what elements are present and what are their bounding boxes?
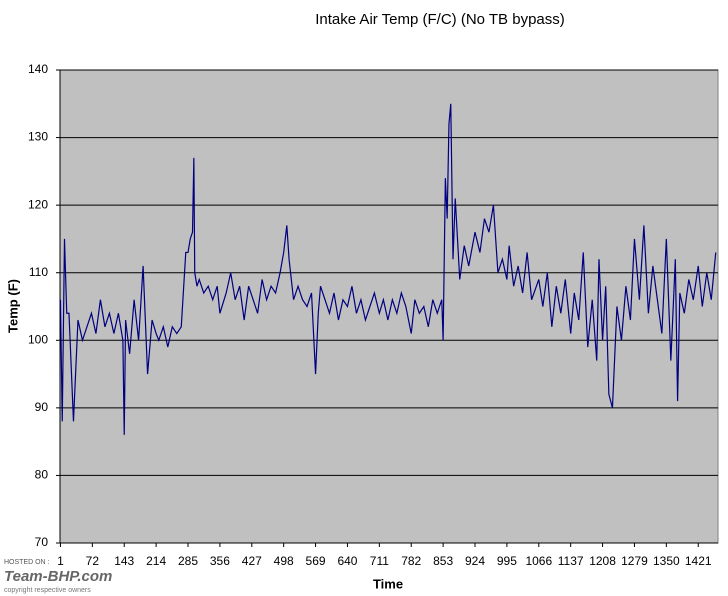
x-tick-label: 1421 [685,554,712,568]
x-tick-label: 214 [146,554,166,568]
y-tick-label: 100 [28,332,48,346]
x-tick-label: 711 [370,554,389,568]
x-tick-label: 498 [274,554,294,568]
x-tick-label: 640 [337,554,357,568]
watermark-copyright: copyright respective owners [4,587,91,594]
data-line [59,103,717,435]
x-tick-label: 569 [306,554,326,568]
x-tick-label: 427 [242,554,262,568]
x-tick-label: 995 [497,554,517,568]
x-tick-label: 1137 [558,554,584,568]
plot-area [59,69,719,544]
y-tick-label: 70 [35,535,49,549]
x-tick-label: 1 [57,554,64,568]
x-tick-label: 1279 [621,554,648,568]
chart-title: Intake Air Temp (F/C) (No TB bypass) [315,11,565,28]
x-tick-label: 1066 [525,554,552,568]
watermark-brand: Team-BHP.com [4,568,112,585]
y-tick-label: 130 [28,130,48,144]
y-tick-label: 120 [28,197,48,211]
y-tick-label: 140 [28,62,48,76]
x-tick-label: 1208 [589,554,616,568]
y-tick-label: 80 [35,468,49,482]
x-tick-label: 143 [114,554,134,568]
x-tick-label: 782 [401,554,421,568]
x-tick-label: 356 [210,554,230,568]
x-axis-title: Time [373,576,403,591]
x-tick-label: 285 [178,554,198,568]
x-tick-label: 1350 [653,554,680,568]
y-tick-label: 90 [35,400,49,414]
x-tick-label: 853 [433,554,453,568]
y-tick-label: 110 [29,265,48,279]
x-tick-label: 72 [86,554,100,568]
watermark-hosted: HOSTED ON : [4,559,50,566]
x-tick-label: 924 [465,554,485,568]
y-axis-title: Temp (F) [5,279,20,333]
